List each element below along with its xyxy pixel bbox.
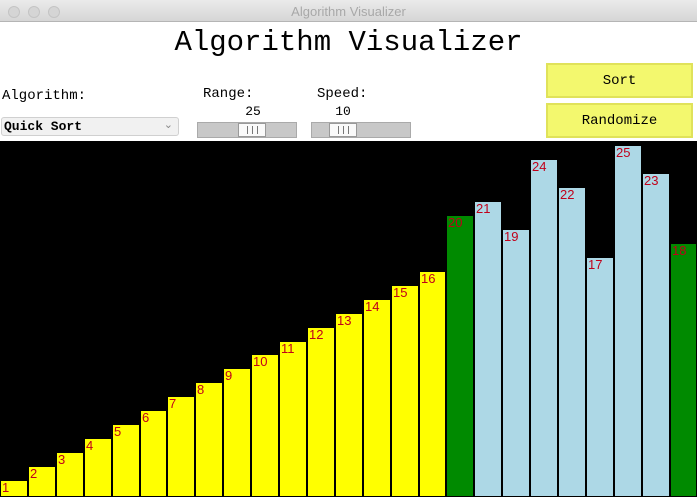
sort-button[interactable]: Sort <box>546 63 693 98</box>
bar-21: 21 <box>474 201 502 497</box>
bar-3: 3 <box>56 452 84 497</box>
speed-slider-thumb[interactable] <box>329 123 357 137</box>
bar-13: 13 <box>335 313 363 497</box>
app-content: Algorithm Visualizer Algorithm: Quick So… <box>0 22 697 497</box>
range-label: Range: <box>203 86 254 102</box>
bar-value-label: 21 <box>476 201 491 216</box>
randomize-button[interactable]: Randomize <box>546 103 693 138</box>
bar-23: 23 <box>642 173 670 497</box>
speed-label: Speed: <box>317 86 368 102</box>
bar-25: 25 <box>614 145 642 497</box>
bar-value-label: 25 <box>616 145 631 160</box>
close-window-icon[interactable] <box>8 6 20 18</box>
bar-14: 14 <box>363 299 391 497</box>
bar-value-label: 15 <box>393 285 408 300</box>
bar-value-label: 4 <box>86 438 94 453</box>
bar-value-label: 7 <box>169 396 177 411</box>
bar-value-label: 8 <box>197 382 205 397</box>
bar-value-label: 14 <box>365 299 380 314</box>
algorithm-select[interactable]: Quick Sort ⌄ <box>1 117 179 136</box>
bar-value-label: 11 <box>281 341 295 356</box>
bar-7: 7 <box>167 396 195 497</box>
range-value: 25 <box>245 104 261 119</box>
bar-18: 18 <box>670 243 697 497</box>
bar-15: 15 <box>391 285 419 497</box>
bar-value-label: 12 <box>309 327 324 342</box>
bar-6: 6 <box>140 410 167 497</box>
bar-1: 1 <box>0 480 28 497</box>
bar-value-label: 3 <box>58 452 66 467</box>
bar-canvas: 1 2 3 4 5 6 7 8 9 10 11 12 13 14 15 16 20 21 19 24 22 17 25 23 1… <box>0 141 697 497</box>
bar-9: 9 <box>223 368 251 497</box>
bar-value-label: 13 <box>337 313 352 328</box>
bar-24: 24 <box>530 159 558 497</box>
bar-5: 5 <box>112 424 140 497</box>
bar-value-label: 22 <box>560 187 575 202</box>
bar-2: 2 <box>28 466 56 497</box>
bar-value-label: 18 <box>672 243 687 258</box>
bar-value-label: 24 <box>532 159 547 174</box>
bar-value-label: 19 <box>504 229 519 244</box>
zoom-window-icon[interactable] <box>48 6 60 18</box>
bar-value-label: 1 <box>2 480 10 495</box>
algorithm-selected-value: Quick Sort <box>4 119 83 134</box>
page-title: Algorithm Visualizer <box>174 26 523 59</box>
bar-value-label: 16 <box>421 271 436 286</box>
window-titlebar: Algorithm Visualizer <box>0 0 697 22</box>
bar-16: 16 <box>419 271 446 497</box>
bar-4: 4 <box>84 438 112 497</box>
bar-11: 11 <box>279 341 307 497</box>
bar-12: 12 <box>307 327 335 497</box>
bar-value-label: 5 <box>114 424 122 439</box>
speed-slider[interactable] <box>311 122 411 138</box>
speed-value: 10 <box>335 104 351 119</box>
bar-22: 22 <box>558 187 586 497</box>
range-slider-thumb[interactable] <box>238 123 266 137</box>
algorithm-label: Algorithm: <box>2 88 87 104</box>
window-title: Algorithm Visualizer <box>291 4 406 19</box>
bar-20: 20 <box>446 215 474 497</box>
bar-19: 19 <box>502 229 530 497</box>
chevron-down-icon: ⌄ <box>163 119 173 131</box>
bar-value-label: 20 <box>448 215 463 230</box>
bar-value-label: 10 <box>253 354 268 369</box>
bar-8: 8 <box>195 382 223 497</box>
bar-value-label: 17 <box>588 257 603 272</box>
bar-17: 17 <box>586 257 614 497</box>
bar-value-label: 9 <box>225 368 233 383</box>
bar-10: 10 <box>251 354 279 497</box>
bar-value-label: 6 <box>142 410 150 425</box>
minimize-window-icon[interactable] <box>28 6 40 18</box>
bar-value-label: 23 <box>644 173 659 188</box>
range-slider[interactable] <box>197 122 297 138</box>
bar-value-label: 2 <box>30 466 38 481</box>
